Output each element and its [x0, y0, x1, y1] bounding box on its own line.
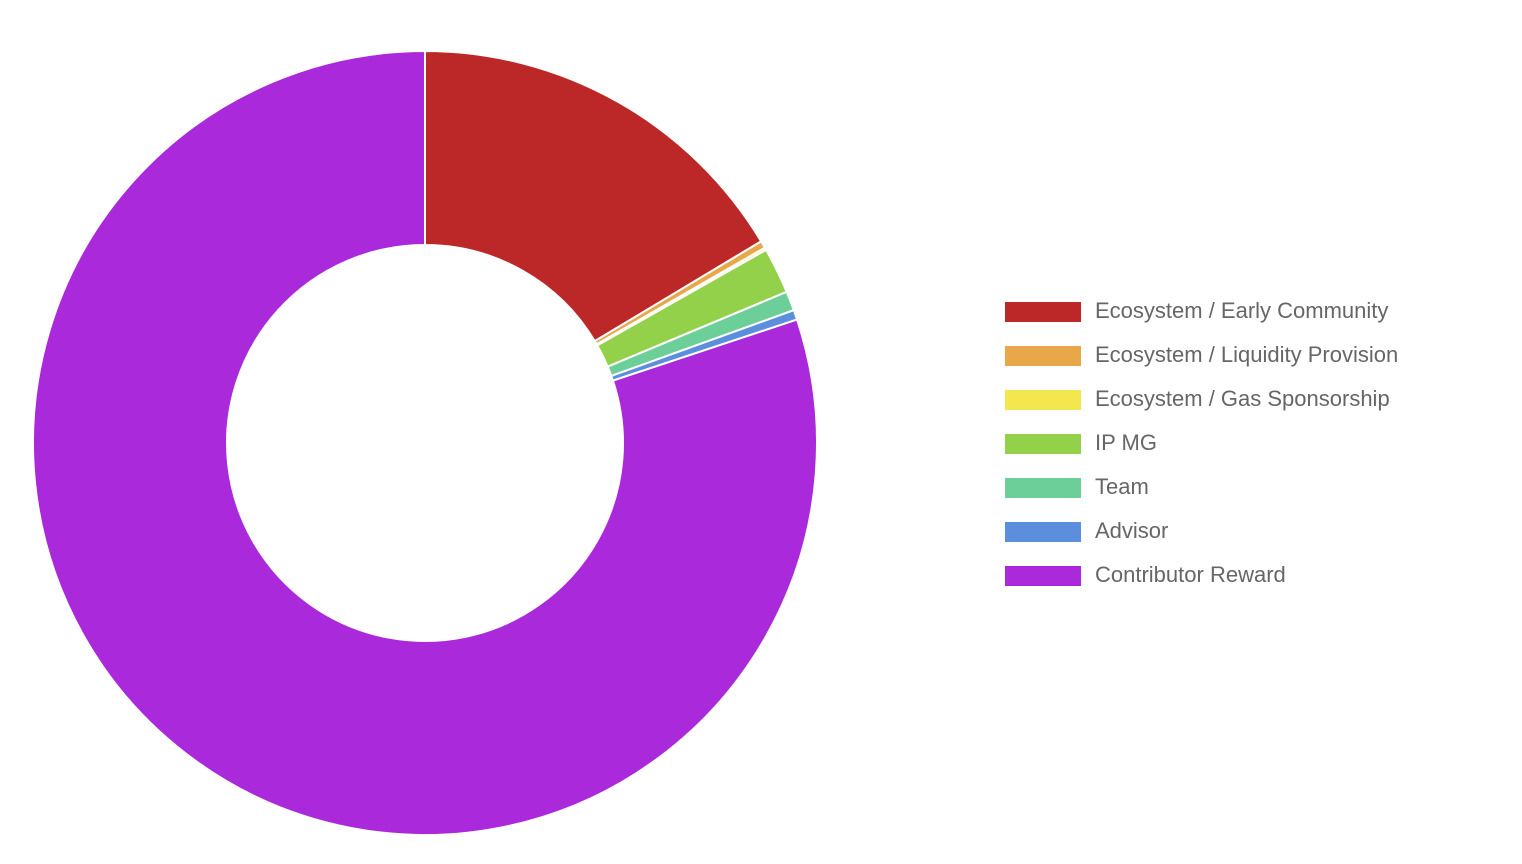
- legend-swatch: [1005, 478, 1081, 498]
- legend-label: Ecosystem / Gas Sponsorship: [1095, 386, 1390, 411]
- legend-swatch: [1005, 390, 1081, 410]
- legend-swatch: [1005, 566, 1081, 586]
- legend-swatch: [1005, 522, 1081, 542]
- legend-swatch: [1005, 434, 1081, 454]
- legend-swatch: [1005, 346, 1081, 366]
- legend-label: Ecosystem / Liquidity Provision: [1095, 342, 1398, 367]
- legend-label: Team: [1095, 474, 1149, 499]
- slice: [424, 49, 763, 343]
- legend-label: Contributor Reward: [1095, 562, 1286, 587]
- slice: [32, 49, 818, 836]
- legend-label: IP MG: [1095, 430, 1157, 455]
- legend-label: Ecosystem / Early Community: [1095, 298, 1388, 323]
- legend-swatch: [1005, 302, 1081, 322]
- legend-label: Advisor: [1095, 518, 1168, 543]
